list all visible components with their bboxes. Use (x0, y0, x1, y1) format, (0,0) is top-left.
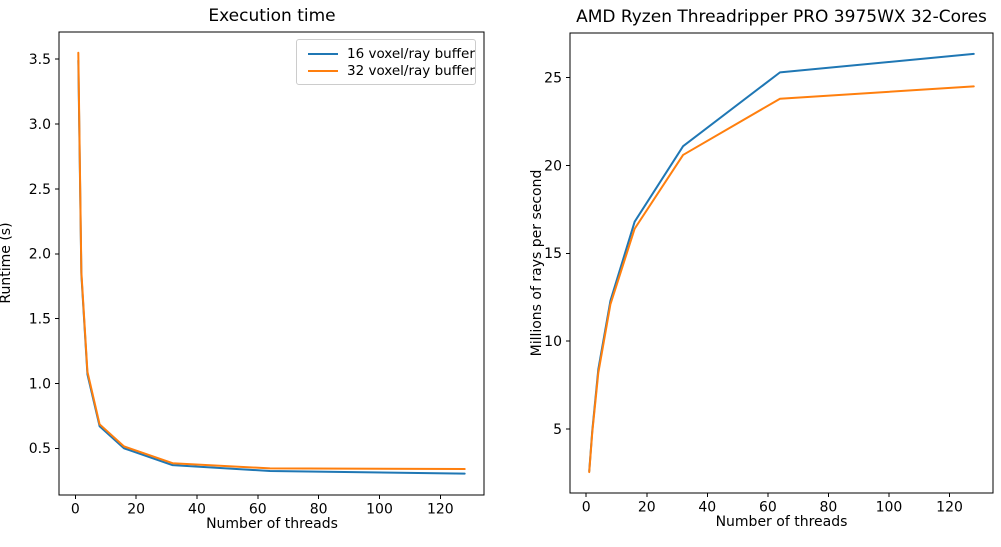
plot-border (58, 31, 485, 496)
x-tick-label: 80 (820, 500, 838, 516)
axes: 0 20 40 60 80 100 120 5 10 15 20 25 (544, 32, 994, 516)
x-tick-label: 120 (936, 500, 963, 516)
x-tick-label: 100 (366, 502, 393, 518)
legend-item: 32 voxel/ray buffer (308, 62, 475, 79)
legend-item: 16 voxel/ray buffer (308, 45, 475, 62)
legend-line-swatch (308, 69, 338, 72)
series-line-32-voxel-ray-buffer (588, 85, 975, 474)
x-tick-label: 40 (698, 500, 716, 516)
y-tick-label: 0.5 (29, 441, 51, 457)
legend: 16 voxel/ray buffer 32 voxel/ray buffer (296, 39, 476, 85)
legend-label: 16 voxel/ray buffer (347, 45, 475, 62)
plot-area: 0 20 40 60 80 100 120 5 10 15 20 25 (544, 32, 994, 516)
x-tick-label: 0 (71, 502, 80, 518)
x-tick-label: 60 (249, 502, 267, 518)
x-tick-label: 60 (759, 500, 777, 516)
throughput-chart: AMD Ryzen Threadripper PRO 3975WX 32-Cor… (500, 0, 1001, 547)
chart-title: AMD Ryzen Threadripper PRO 3975WX 32-Cor… (576, 7, 987, 27)
y-tick-label: 25 (544, 71, 562, 87)
y-tick-label: 20 (544, 158, 562, 174)
y-tick-label: 10 (544, 334, 562, 350)
x-tick-label: 120 (427, 502, 454, 518)
y-tick-label: 2.5 (29, 182, 51, 198)
y-tick-label: 2.0 (29, 247, 51, 263)
x-tick-label: 80 (310, 502, 328, 518)
x-tick-label: 20 (127, 502, 145, 518)
series-line-16-voxel-ray-buffer (588, 52, 975, 473)
x-tick-label: 20 (638, 500, 656, 516)
x-axis-label: Number of threads (715, 514, 848, 530)
x-axis-label: Number of threads (206, 516, 338, 532)
legend-label: 32 voxel/ray buffer (347, 62, 475, 79)
y-tick-label: 1.0 (29, 376, 51, 392)
legend-line-swatch (308, 52, 338, 55)
series-line-32-voxel-ray-buffer (77, 51, 466, 471)
x-tick-label: 40 (188, 502, 206, 518)
chart-title: Execution time (208, 6, 336, 26)
y-tick-label: 3.5 (29, 52, 51, 68)
x-tick-label: 0 (582, 500, 591, 516)
axes: 0 20 40 60 80 100 120 0.5 1.0 1.5 2.0 2.5 3.0 3.5 (29, 31, 485, 518)
execution-time-chart: Execution time Runtime (s) 0 20 40 60 80 100 1… (0, 0, 500, 547)
y-tick-label: 1.5 (29, 312, 51, 328)
series-line-16-voxel-ray-buffer (77, 59, 466, 475)
y-tick-label: 3.0 (29, 117, 51, 133)
y-tick-label: 5 (553, 422, 562, 438)
plot-border (569, 32, 994, 494)
y-tick-label: 15 (544, 246, 562, 262)
plot-area: 0 20 40 60 80 100 120 0.5 1.0 1.5 2.0 2.5 3.0 3.5 (29, 31, 485, 518)
x-tick-label: 100 (876, 500, 903, 516)
